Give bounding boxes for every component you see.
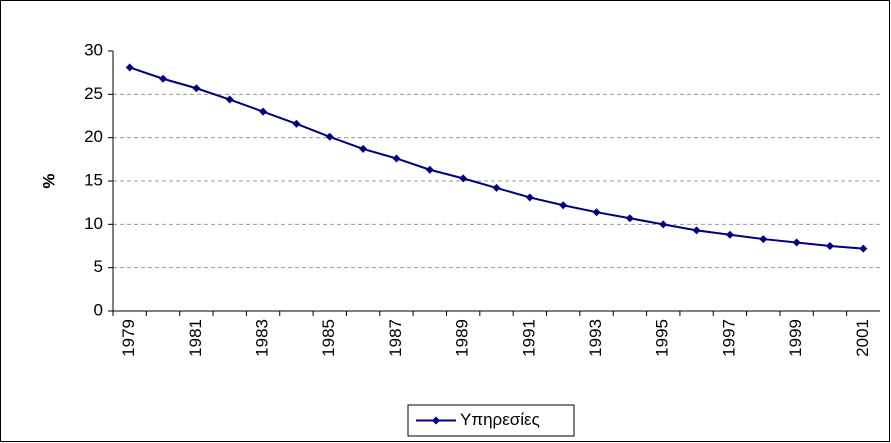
x-tick-label: 1997	[719, 319, 738, 357]
data-point	[292, 119, 301, 128]
data-point	[125, 63, 134, 72]
y-tick-label: 0	[94, 300, 103, 319]
x-tick-label: 1979	[119, 319, 138, 357]
data-point	[459, 174, 468, 183]
data-point	[759, 235, 768, 244]
data-point	[525, 193, 534, 202]
data-point	[492, 183, 501, 192]
data-point	[425, 165, 434, 174]
data-point	[592, 208, 601, 217]
legend-label: Υπηρεσίες	[460, 410, 540, 429]
x-tick-label: 1985	[319, 319, 338, 357]
data-point	[225, 95, 234, 104]
x-tick-label: 1999	[786, 319, 805, 357]
data-point	[259, 107, 268, 116]
data-point	[792, 238, 801, 247]
data-point	[359, 144, 368, 153]
x-tick-label: 1993	[586, 319, 605, 357]
data-point	[392, 154, 401, 163]
data-point	[559, 201, 568, 210]
x-tick-label: 1989	[453, 319, 472, 357]
y-tick-label: 5	[94, 257, 103, 276]
y-tick-label: 15	[84, 170, 103, 189]
data-point	[692, 226, 701, 235]
data-point	[825, 242, 834, 250]
y-tick-label: 25	[84, 84, 103, 103]
data-point	[625, 214, 634, 223]
x-tick-label: 1991	[519, 319, 538, 357]
x-tick-label: 2001	[853, 319, 872, 357]
x-tick-label: 1983	[253, 319, 272, 357]
data-point	[192, 84, 201, 93]
y-tick-label: 10	[84, 214, 103, 233]
legend-marker	[432, 416, 440, 425]
data-point	[325, 132, 334, 141]
data-point	[725, 230, 734, 239]
x-tick-label: 1987	[386, 319, 405, 357]
data-point	[859, 244, 868, 253]
data-point	[159, 74, 168, 83]
data-point	[659, 220, 668, 229]
x-tick-label: 1995	[653, 319, 672, 357]
y-tick-label: 20	[84, 127, 103, 146]
y-axis-label: %	[39, 173, 58, 188]
y-tick-label: 30	[84, 40, 103, 59]
x-tick-label: 1981	[186, 319, 205, 357]
